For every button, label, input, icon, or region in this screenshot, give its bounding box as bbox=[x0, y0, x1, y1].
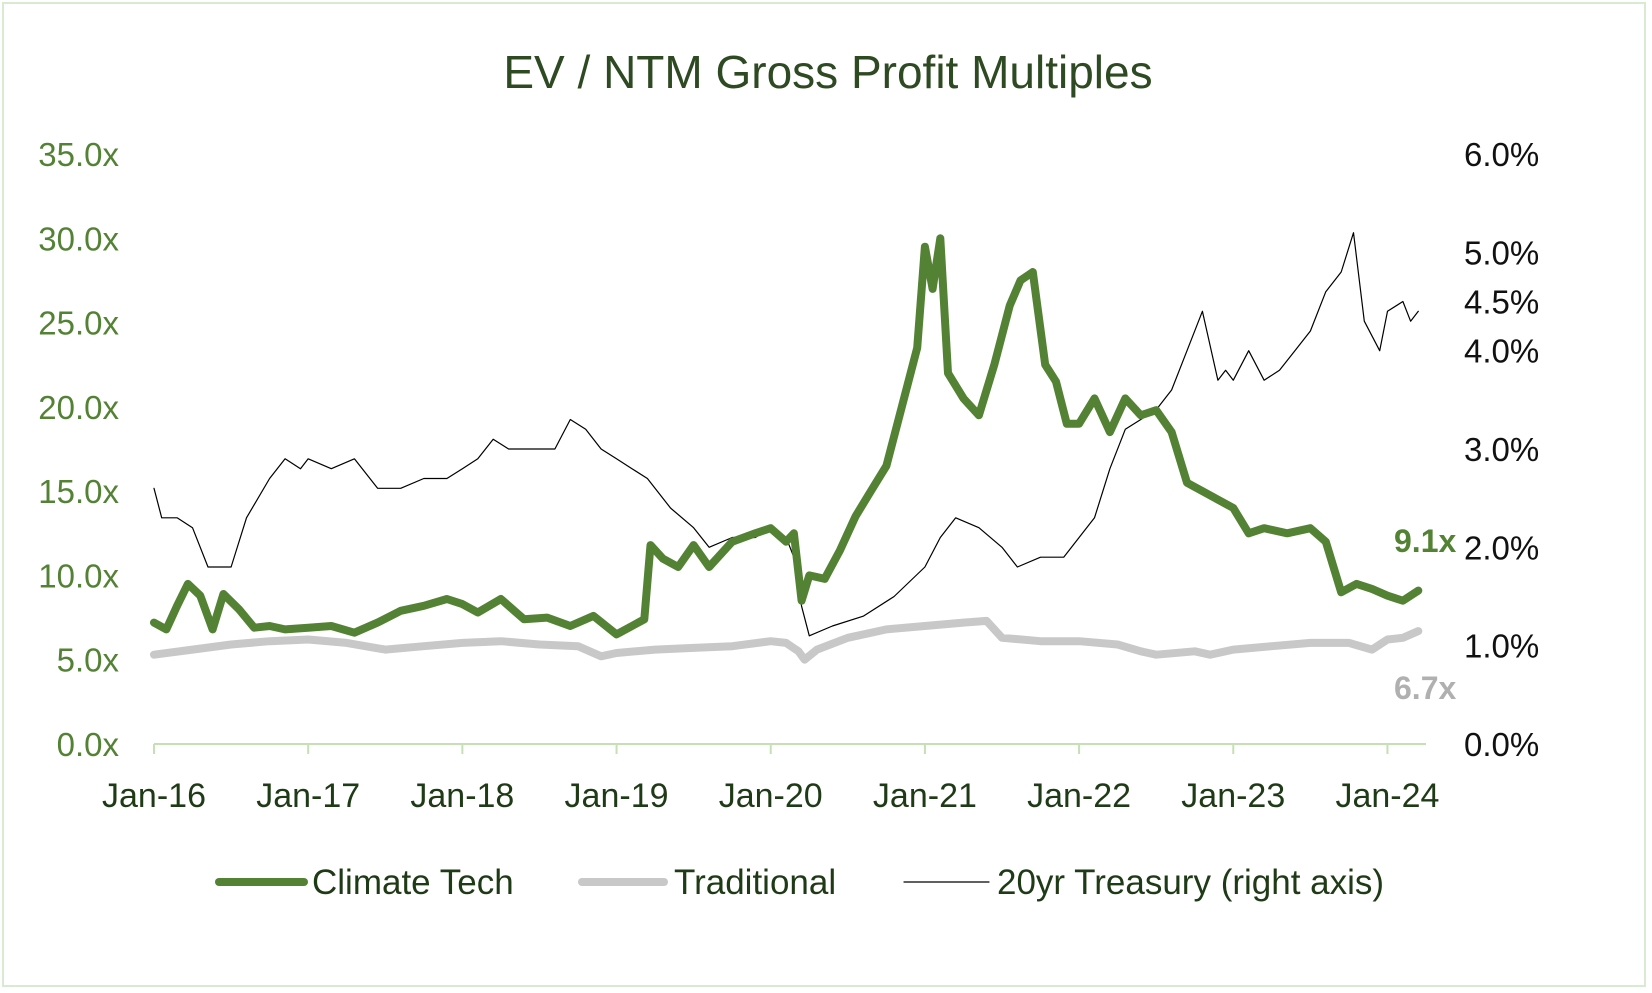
x-tick-label: Jan-19 bbox=[565, 777, 669, 815]
x-axis: Jan-16 Jan-17 Jan-18 Jan-19 Jan-20 Jan-21 Jan-… bbox=[102, 743, 1439, 815]
y-right-tick-label: 1.0% bbox=[1464, 628, 1539, 665]
legend: Climate Tech Traditional 20yr Treasury (ri… bbox=[215, 863, 1384, 902]
series-layer bbox=[150, 232, 1423, 664]
y-left-tick-label: 20.0x bbox=[38, 389, 119, 426]
y-right-tick-label: 2.0% bbox=[1464, 529, 1539, 566]
y-left-tick-label: 30.0x bbox=[38, 220, 119, 257]
y-left-tick-label: 0.0x bbox=[57, 726, 120, 763]
y-right-tick-label: 5.0% bbox=[1464, 234, 1539, 271]
chart-title: EV / NTM Gross Profit Multiples bbox=[503, 46, 1152, 98]
x-tick-label: Jan-16 bbox=[102, 777, 206, 815]
y-right-tick-label: 6.0% bbox=[1464, 136, 1539, 173]
x-tick-label: Jan-20 bbox=[719, 777, 823, 815]
x-tick-label: Jan-21 bbox=[873, 777, 977, 815]
x-tick-label: Jan-17 bbox=[256, 777, 360, 815]
y-left-tick-label: 25.0x bbox=[38, 305, 119, 342]
left-axis-ticks: 0.0x 5.0x 10.0x 15.0x 20.0x 25.0x 30.0x 35.0x bbox=[38, 136, 119, 763]
y-left-tick-label: 5.0x bbox=[57, 642, 120, 679]
y-left-tick-label: 15.0x bbox=[38, 473, 119, 510]
y-right-tick-label: 0.0% bbox=[1464, 726, 1539, 763]
y-right-tick-label: 3.0% bbox=[1464, 431, 1539, 468]
end-label-traditional: 6.7x bbox=[1394, 670, 1456, 706]
legend-traditional-label: Traditional bbox=[674, 863, 836, 902]
right-axis-ticks: 0.0% 1.0% 2.0% 3.0% 4.0% 4.5% 5.0% 6.0% bbox=[1464, 136, 1539, 763]
y-right-tick-label: 4.0% bbox=[1464, 333, 1539, 370]
series-line-traditional bbox=[150, 616, 1423, 664]
end-label-climate-tech: 9.1x bbox=[1394, 523, 1456, 559]
line-chart: EV / NTM Gross Profit Multiples 0.0x 5.0x… bbox=[38, 46, 1539, 902]
y-left-tick-label: 35.0x bbox=[38, 136, 119, 173]
y-right-tick-label: 4.5% bbox=[1464, 284, 1539, 321]
x-tick-label: Jan-18 bbox=[410, 777, 514, 815]
x-tick-label: Jan-23 bbox=[1181, 777, 1285, 815]
x-tick-label: Jan-22 bbox=[1027, 777, 1131, 815]
series-line-climate-tech bbox=[150, 234, 1423, 639]
legend-treasury-label: 20yr Treasury (right axis) bbox=[997, 863, 1384, 902]
legend-climate-tech-label: Climate Tech bbox=[312, 863, 514, 902]
x-tick-label: Jan-24 bbox=[1335, 777, 1439, 815]
y-left-tick-label: 10.0x bbox=[38, 557, 119, 594]
end-labels: 9.1x 6.7x bbox=[1394, 523, 1456, 706]
series-line-treasury bbox=[153, 232, 1419, 637]
